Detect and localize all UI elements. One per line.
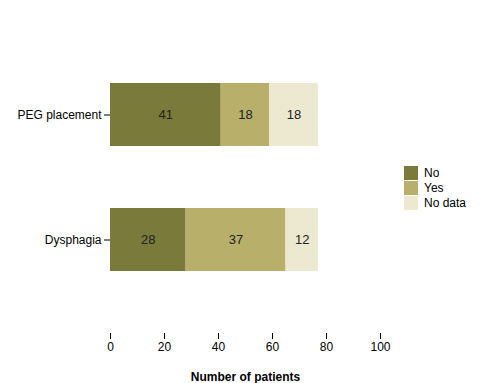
html-text:Yes: Yes [424,181,444,195]
svg-text:18: 18 [287,107,301,122]
svg-text:28: 28 [141,232,155,247]
svg-text:37: 37 [229,232,243,247]
svg-text:100: 100 [370,340,390,354]
svg-text:12: 12 [295,232,309,247]
svg-text:20: 20 [158,340,172,354]
svg-text:PEG placement: PEG placement [17,108,102,122]
svg-text:40: 40 [212,340,226,354]
svg-text:18: 18 [238,107,252,122]
svg-text:Dysphagia: Dysphagia [45,233,102,247]
svg-text:80: 80 [320,340,334,354]
svg-text:0: 0 [107,340,114,354]
svg-text:41: 41 [159,107,173,122]
svg-text:60: 60 [266,340,280,354]
html-text:No: No [424,166,440,180]
html-text:No data: No data [424,196,466,210]
svg-text:Number of patients: Number of patients [191,370,301,383]
